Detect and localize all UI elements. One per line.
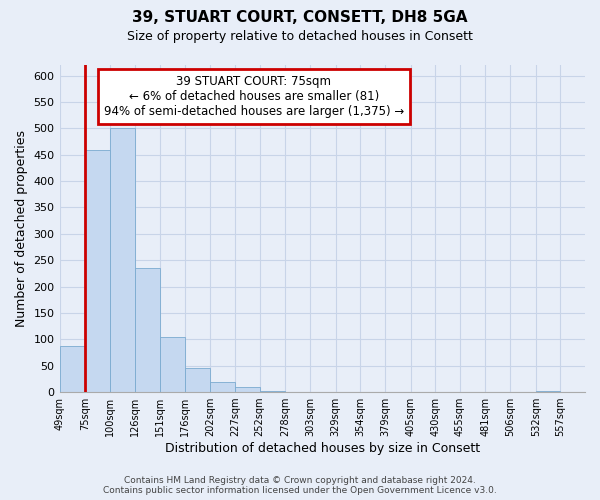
Bar	[85, 150, 110, 392]
Bar	[185, 368, 211, 392]
Bar	[110, 128, 136, 392]
Text: 39 STUART COURT: 75sqm
← 6% of detached houses are smaller (81)
94% of semi-deta: 39 STUART COURT: 75sqm ← 6% of detached …	[104, 75, 404, 118]
Bar	[235, 387, 260, 392]
Text: Contains HM Land Registry data © Crown copyright and database right 2024.
Contai: Contains HM Land Registry data © Crown c…	[103, 476, 497, 495]
Text: 39, STUART COURT, CONSETT, DH8 5GA: 39, STUART COURT, CONSETT, DH8 5GA	[132, 10, 468, 25]
Bar	[160, 336, 185, 392]
Bar	[59, 346, 85, 392]
Text: Size of property relative to detached houses in Consett: Size of property relative to detached ho…	[127, 30, 473, 43]
Bar	[211, 382, 235, 392]
Y-axis label: Number of detached properties: Number of detached properties	[15, 130, 28, 327]
Bar	[136, 268, 160, 392]
Bar	[260, 391, 286, 392]
Bar	[536, 391, 560, 392]
X-axis label: Distribution of detached houses by size in Consett: Distribution of detached houses by size …	[165, 442, 480, 455]
